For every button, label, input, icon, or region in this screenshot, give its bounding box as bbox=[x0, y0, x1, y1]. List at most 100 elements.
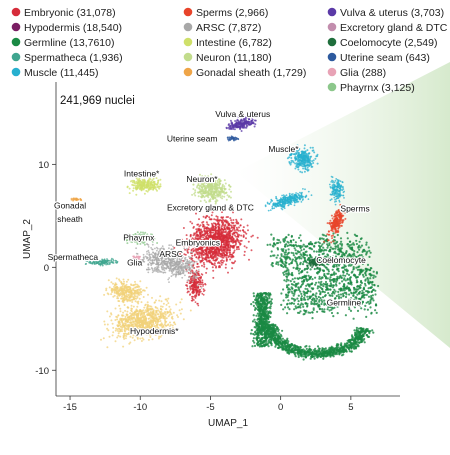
point bbox=[306, 351, 309, 354]
point bbox=[350, 254, 353, 258]
point bbox=[178, 260, 181, 263]
point bbox=[240, 218, 243, 221]
point bbox=[347, 245, 350, 248]
point bbox=[296, 283, 299, 286]
point bbox=[256, 333, 259, 336]
point bbox=[278, 335, 281, 338]
point bbox=[318, 253, 321, 256]
point bbox=[283, 342, 286, 345]
point bbox=[280, 292, 283, 295]
point bbox=[174, 274, 177, 276]
legend-label: Excretory gland & DTC (491) bbox=[340, 22, 450, 34]
point bbox=[333, 278, 336, 281]
point bbox=[334, 300, 337, 303]
point bbox=[222, 246, 225, 249]
point bbox=[260, 326, 263, 329]
legend-label: Phayrnx (3,125) bbox=[340, 82, 415, 94]
point bbox=[374, 275, 377, 278]
point bbox=[276, 254, 279, 257]
point bbox=[349, 281, 352, 284]
point bbox=[203, 252, 206, 254]
point bbox=[357, 327, 360, 330]
point bbox=[266, 315, 269, 318]
point bbox=[269, 327, 272, 330]
point bbox=[303, 291, 306, 294]
legend-swatch bbox=[183, 52, 193, 62]
point bbox=[306, 290, 309, 293]
point bbox=[169, 321, 171, 324]
point bbox=[282, 299, 285, 302]
point bbox=[353, 287, 356, 290]
point bbox=[165, 260, 168, 263]
point bbox=[205, 267, 208, 270]
point bbox=[270, 334, 273, 337]
point bbox=[327, 268, 330, 271]
point bbox=[364, 271, 367, 274]
point bbox=[302, 313, 305, 316]
legend-swatch bbox=[11, 22, 21, 32]
point bbox=[199, 232, 201, 235]
point bbox=[309, 311, 312, 314]
point bbox=[202, 283, 205, 286]
point bbox=[214, 256, 217, 259]
cluster-germline bbox=[249, 231, 380, 361]
point bbox=[172, 311, 175, 314]
point bbox=[377, 284, 380, 288]
point bbox=[216, 220, 219, 222]
point bbox=[287, 306, 290, 309]
point bbox=[200, 283, 203, 286]
point bbox=[293, 289, 297, 292]
point bbox=[341, 253, 344, 256]
legend-label: Gonadal sheath (1,729) bbox=[196, 67, 306, 79]
point bbox=[369, 267, 372, 270]
point bbox=[234, 234, 236, 237]
point bbox=[100, 338, 102, 341]
point bbox=[151, 259, 154, 261]
point bbox=[353, 329, 356, 332]
point bbox=[221, 249, 224, 252]
point bbox=[330, 311, 334, 315]
point bbox=[319, 291, 322, 294]
point bbox=[294, 241, 297, 244]
point bbox=[198, 274, 201, 277]
point bbox=[372, 299, 375, 302]
point bbox=[318, 277, 321, 280]
point bbox=[285, 349, 288, 352]
point bbox=[196, 302, 199, 305]
point bbox=[229, 251, 232, 254]
point bbox=[222, 236, 225, 239]
point bbox=[297, 269, 300, 272]
point bbox=[278, 332, 281, 335]
point bbox=[336, 275, 339, 278]
point bbox=[286, 302, 289, 305]
point bbox=[367, 335, 371, 338]
point bbox=[295, 262, 298, 265]
point bbox=[299, 310, 302, 313]
point bbox=[226, 248, 229, 251]
point bbox=[294, 249, 297, 252]
point bbox=[358, 297, 361, 300]
point bbox=[284, 258, 288, 261]
point bbox=[168, 268, 171, 271]
point bbox=[133, 339, 136, 342]
point bbox=[253, 344, 257, 347]
point bbox=[262, 323, 265, 326]
point bbox=[232, 219, 235, 221]
point bbox=[270, 336, 273, 339]
point bbox=[295, 289, 298, 292]
point bbox=[358, 291, 361, 294]
point bbox=[197, 223, 200, 226]
point bbox=[196, 284, 199, 287]
point bbox=[167, 323, 170, 326]
point bbox=[345, 343, 348, 346]
point bbox=[161, 263, 164, 265]
point bbox=[339, 347, 343, 350]
point bbox=[292, 244, 295, 247]
point bbox=[177, 316, 179, 318]
point bbox=[339, 293, 343, 296]
legend-swatch bbox=[327, 52, 337, 62]
point bbox=[300, 292, 303, 295]
point bbox=[174, 275, 177, 278]
point bbox=[291, 287, 294, 290]
